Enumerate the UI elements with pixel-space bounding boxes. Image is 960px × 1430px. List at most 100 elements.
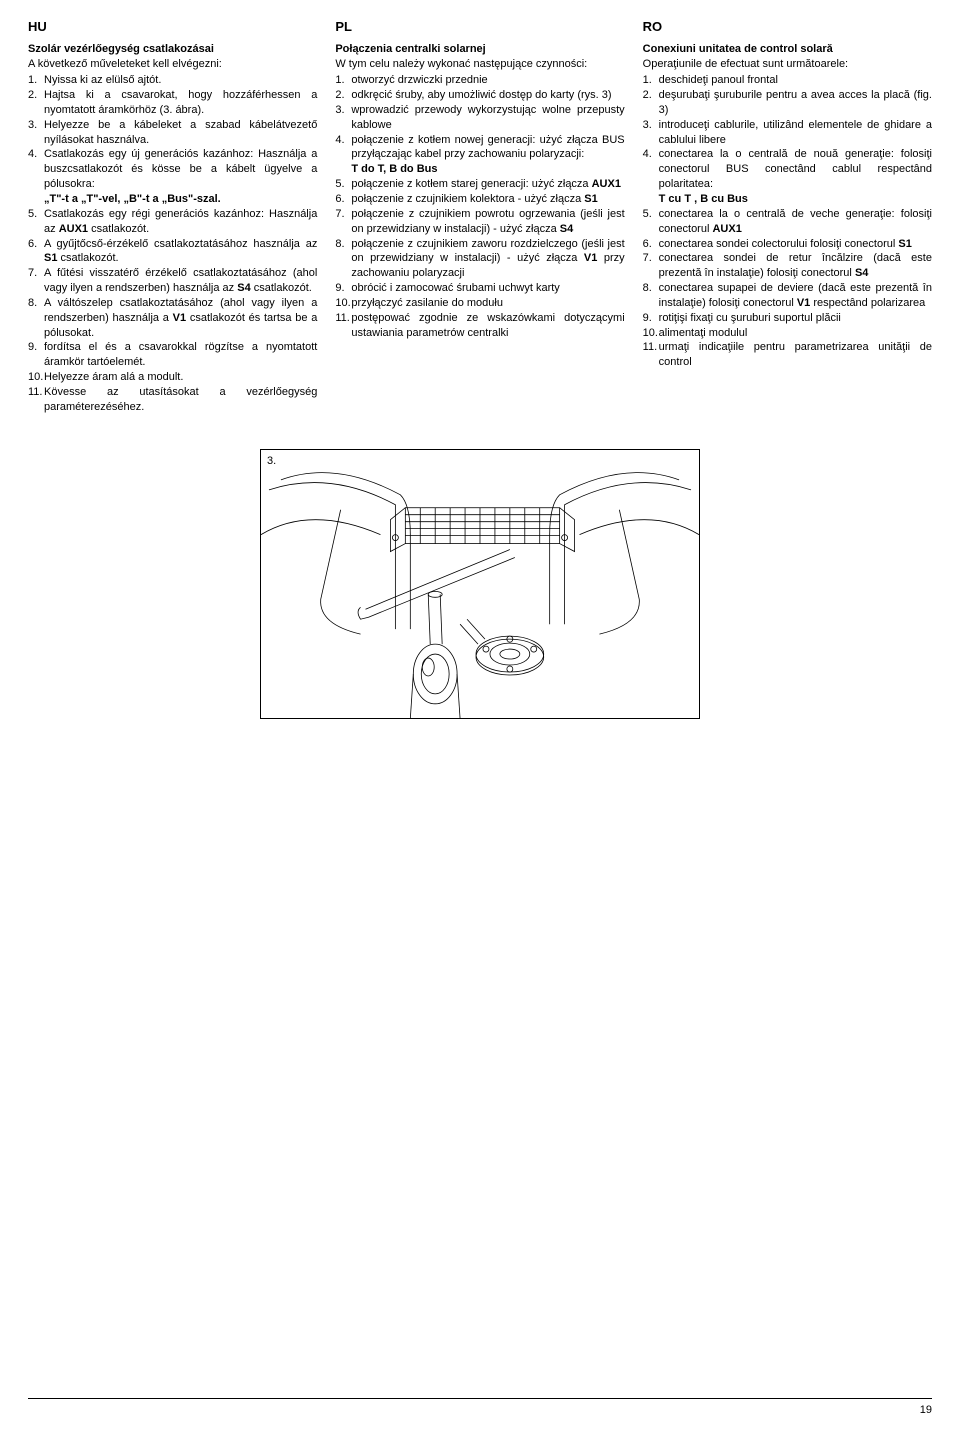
item-text: A gyűjtőcső-érzékelő csatlakoztatásához … (44, 237, 317, 267)
item-text: introduceţi cablurile, utilizând element… (659, 118, 932, 148)
item-number: 3. (28, 118, 44, 133)
item-text: Csatlakozás egy új generációs kazánhoz: … (44, 147, 317, 206)
item-number: 5. (28, 207, 44, 222)
item-text: połączenie z kotłem starej generacji: uż… (351, 177, 624, 192)
instruction-list: 1.Nyissa ki az elülső ajtót.2.Hajtsa ki … (28, 73, 317, 414)
item-text: fordítsa el és a csavarokkal rögzítse a … (44, 340, 317, 370)
list-item: 10.przyłączyć zasilanie do modułu (335, 296, 624, 311)
item-text: odkręcić śruby, aby umożliwić dostęp do … (351, 88, 624, 103)
list-item: 10.Helyezze áram alá a modult. (28, 370, 317, 385)
item-text: przyłączyć zasilanie do modułu (351, 296, 624, 311)
section-intro: A következő műveleteket kell elvégezni: (28, 57, 317, 72)
item-number: 3. (643, 118, 659, 133)
item-text: conectarea la o centrală de veche genera… (659, 207, 932, 237)
list-item: 1.deschideţi panoul frontal (643, 73, 932, 88)
item-text: A váltószelep csatlakoztatásához (ahol v… (44, 296, 317, 341)
column-ro: ROConexiuni unitatea de control solarăOp… (643, 18, 932, 415)
list-item: 6.conectarea sondei colectorului folosiţ… (643, 237, 932, 252)
item-number: 6. (28, 237, 44, 252)
list-item: 3.wprowadzić przewody wykorzystując woln… (335, 103, 624, 133)
item-number: 6. (335, 192, 351, 207)
item-text: deschideţi panoul frontal (659, 73, 932, 88)
item-number: 7. (335, 207, 351, 222)
list-item: 7.conectarea sondei de retur încălzire (… (643, 251, 932, 281)
list-item: 9.fordítsa el és a csavarokkal rögzítse … (28, 340, 317, 370)
item-number: 6. (643, 237, 659, 252)
item-number: 1. (643, 73, 659, 88)
item-number: 5. (335, 177, 351, 192)
list-item: 2.deşurubaţi şuruburile pentru a avea ac… (643, 88, 932, 118)
item-text: Kövesse az utasításokat a vezérlőegység … (44, 385, 317, 415)
list-item: 11.postępować zgodnie ze wskazówkami dot… (335, 311, 624, 341)
page-number: 19 (920, 1404, 932, 1416)
item-text: Csatlakozás egy régi generációs kazánhoz… (44, 207, 317, 237)
item-number: 11. (28, 385, 44, 400)
list-item: 8.A váltószelep csatlakoztatásához (ahol… (28, 296, 317, 341)
item-number: 9. (643, 311, 659, 326)
item-number: 7. (643, 251, 659, 266)
item-text: postępować zgodnie ze wskazówkami dotycz… (351, 311, 624, 341)
item-text: conectarea sondei colectorului folosiţi … (659, 237, 932, 252)
item-text: Helyezze be a kábeleket a szabad kábelát… (44, 118, 317, 148)
list-item: 9.rotiţişi fixaţi cu şuruburi suportul p… (643, 311, 932, 326)
section-intro: W tym celu należy wykonać następujące cz… (335, 57, 624, 72)
item-number: 2. (28, 88, 44, 103)
item-number: 4. (643, 147, 659, 162)
list-item: 8.conectarea supapei de deviere (dacă es… (643, 281, 932, 311)
instruction-list: 1.deschideţi panoul frontal2.deşurubaţi … (643, 73, 932, 370)
section-title: Szolár vezérlőegység csatlakozásai (28, 42, 317, 57)
item-text: rotiţişi fixaţi cu şuruburi suportul plă… (659, 311, 932, 326)
item-number: 8. (335, 237, 351, 252)
item-number: 1. (28, 73, 44, 88)
list-item: 5.Csatlakozás egy régi generációs kazánh… (28, 207, 317, 237)
lang-code: RO (643, 18, 932, 36)
list-item: 4.połączenie z kotłem nowej generacji: u… (335, 133, 624, 178)
list-item: 4.conectarea la o centrală de nouă gener… (643, 147, 932, 206)
list-item: 2.Hajtsa ki a csavarokat, hogy hozzáférh… (28, 88, 317, 118)
instruction-list: 1.otworzyć drzwiczki przednie2.odkręcić … (335, 73, 624, 340)
item-number: 2. (643, 88, 659, 103)
list-item: 7.A fűtési visszatérő érzékelő csatlakoz… (28, 266, 317, 296)
item-text: otworzyć drzwiczki przednie (351, 73, 624, 88)
lang-code: HU (28, 18, 317, 36)
list-item: 4.Csatlakozás egy új generációs kazánhoz… (28, 147, 317, 206)
list-item: 6.połączenie z czujnikiem kolektora - uż… (335, 192, 624, 207)
list-item: 10.alimentaţi modulul (643, 326, 932, 341)
list-item: 9.obrócić i zamocować śrubami uchwyt kar… (335, 281, 624, 296)
item-number: 10. (643, 326, 659, 341)
list-item: 5.połączenie z kotłem starej generacji: … (335, 177, 624, 192)
item-text: deşurubaţi şuruburile pentru a avea acce… (659, 88, 932, 118)
item-text: urmaţi indicaţiile pentru parametrizarea… (659, 340, 932, 370)
item-number: 3. (335, 103, 351, 118)
item-number: 4. (335, 133, 351, 148)
column-hu: HU Szolár vezérlőegység csatlakozásaiA kö… (28, 18, 317, 415)
item-text: Helyezze áram alá a modult. (44, 370, 317, 385)
item-text: połączenie z kotłem nowej generacji: uży… (351, 133, 624, 178)
item-number: 9. (28, 340, 44, 355)
list-item: 2.odkręcić śruby, aby umożliwić dostęp d… (335, 88, 624, 103)
item-text: połączenie z czujnikiem zaworu rozdzielc… (351, 237, 624, 282)
list-item: 11.urmaţi indicaţiile pentru parametriza… (643, 340, 932, 370)
item-text: obrócić i zamocować śrubami uchwyt karty (351, 281, 624, 296)
list-item: 3.Helyezze be a kábeleket a szabad kábel… (28, 118, 317, 148)
item-number: 11. (335, 311, 351, 326)
item-text: conectarea supapei de deviere (dacă este… (659, 281, 932, 311)
item-number: 10. (28, 370, 44, 385)
column-pl: PLPołączenia centralki solarnejW tym cel… (335, 18, 624, 415)
figure-3-svg (261, 450, 699, 719)
item-text: Hajtsa ki a csavarokat, hogy hozzáférhes… (44, 88, 317, 118)
list-item: 3.introduceţi cablurile, utilizând eleme… (643, 118, 932, 148)
section-title: Conexiuni unitatea de control solară (643, 42, 932, 57)
item-number: 9. (335, 281, 351, 296)
item-number: 1. (335, 73, 351, 88)
item-number: 4. (28, 147, 44, 162)
lang-code: PL (335, 18, 624, 36)
list-item: 7.połączenie z czujnikiem powrotu ogrzew… (335, 207, 624, 237)
list-item: 8.połączenie z czujnikiem zaworu rozdzie… (335, 237, 624, 282)
three-column-layout: HU Szolár vezérlőegység csatlakozásaiA kö… (28, 18, 932, 415)
item-number: 8. (643, 281, 659, 296)
item-text: conectarea sondei de retur încălzire (da… (659, 251, 932, 281)
list-item: 5.conectarea la o centrală de veche gene… (643, 207, 932, 237)
list-item: 6.A gyűjtőcső-érzékelő csatlakoztatásáho… (28, 237, 317, 267)
list-item: 11.Kövesse az utasításokat a vezérlőegys… (28, 385, 317, 415)
